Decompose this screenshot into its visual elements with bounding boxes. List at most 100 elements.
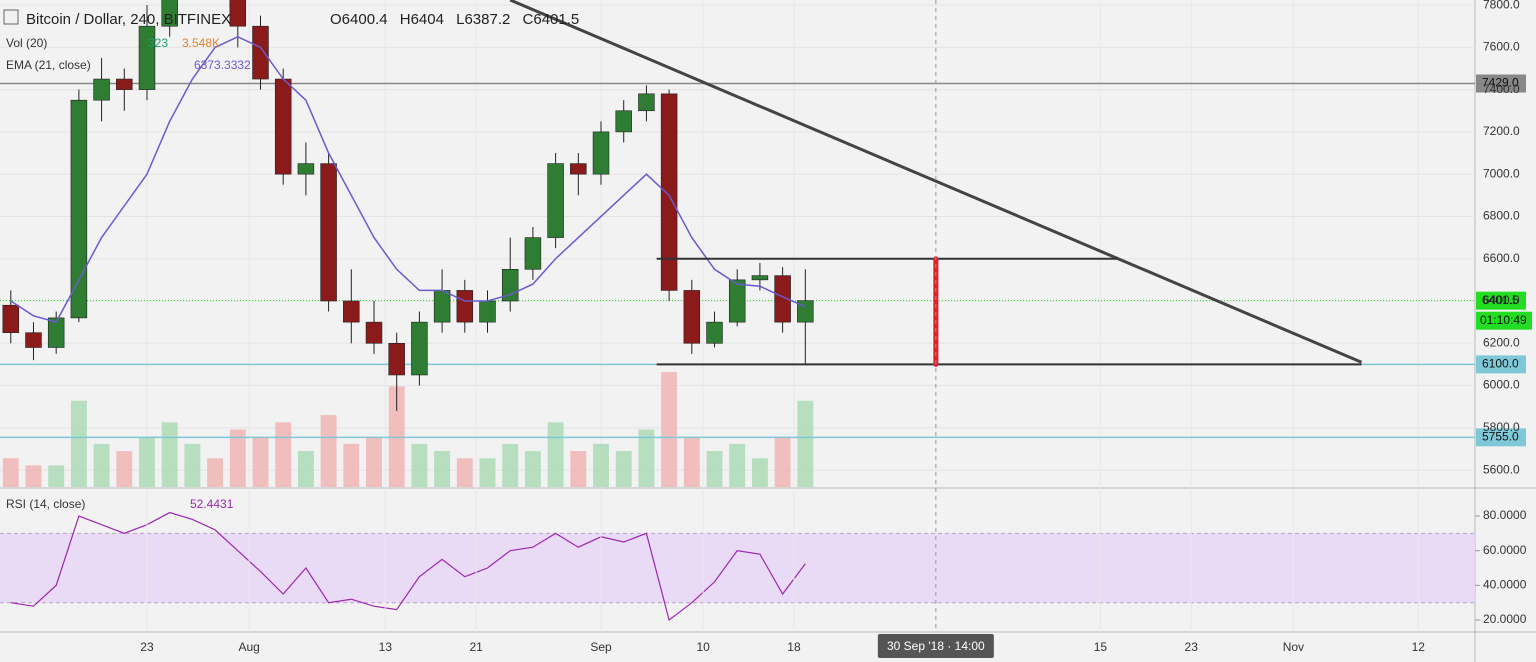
price-level-label: 6100.0 — [1482, 357, 1519, 371]
volume-bar — [70, 400, 87, 487]
candle-body — [25, 332, 42, 348]
volume-bar — [706, 451, 723, 487]
volume-bar — [593, 443, 609, 487]
candle-body — [274, 78, 292, 175]
rsi-tick-label: 60.0000 — [1483, 543, 1527, 557]
y-tick-label: 7400.0 — [1483, 82, 1520, 96]
candle-body — [433, 290, 451, 323]
candle-body — [592, 131, 610, 175]
candle-body — [138, 25, 156, 90]
ohlc-value: 6387.2 — [464, 11, 510, 28]
volume-bar — [615, 451, 632, 487]
volume-value: 323 — [148, 36, 168, 50]
x-tick-label: 18 — [787, 640, 801, 654]
candle-body — [774, 275, 791, 323]
candle-body — [638, 93, 655, 112]
trend-line — [509, 0, 1363, 364]
price-level-tag — [1476, 355, 1526, 374]
volume-legend: Vol (20) — [6, 36, 47, 50]
volume-bar — [683, 436, 700, 487]
y-tick-label: 5800.0 — [1483, 420, 1520, 434]
chart-title: Bitcoin / Dollar, 240, BITFINEX — [26, 11, 231, 28]
candle-body — [2, 304, 20, 333]
volume-bar — [161, 422, 178, 487]
x-tick-label: 23 — [140, 640, 154, 654]
volume-bar — [366, 436, 382, 487]
rsi-tick-label: 40.0000 — [1483, 578, 1527, 592]
rsi-tick-label: 80.0000 — [1483, 508, 1527, 522]
volume-bar — [2, 458, 19, 487]
y-tick-label: 6200.0 — [1483, 335, 1520, 349]
candle-body — [93, 78, 110, 101]
candle-body — [297, 163, 315, 175]
overlay: 7429.0 6100.0 5755.0 6401.5 01:10:49 30 Sep '… — [877, 0, 1532, 658]
x-tick-label: 12 — [1412, 640, 1426, 654]
candle-body — [479, 300, 496, 323]
candle-body — [47, 317, 65, 348]
candle-body — [751, 275, 769, 281]
x-tick-label: 13 — [379, 640, 393, 654]
x-tick-label: 10 — [696, 640, 710, 654]
ema-value: 6373.3332 — [194, 58, 251, 72]
crosshair-label: 30 Sep '18 · 14:00 — [887, 639, 985, 653]
candle-body — [252, 25, 269, 80]
volume-bar — [25, 465, 42, 487]
candle-body — [797, 300, 814, 323]
volume-bar — [139, 436, 155, 487]
y-tick-label: 7000.0 — [1483, 166, 1520, 180]
volume-bar — [797, 400, 814, 487]
x-tick-label: 21 — [469, 640, 483, 654]
price-level-tag — [1476, 428, 1526, 447]
y-tick-label: 6600.0 — [1483, 251, 1520, 265]
legend: Bitcoin / Dollar, 240, BITFINEX O6400.4 … — [3, 9, 579, 511]
volume-bar — [93, 443, 110, 487]
volume-bar — [297, 451, 314, 487]
volume-bar — [729, 443, 746, 487]
countdown-label: 01:10:49 — [1480, 313, 1527, 327]
y-tick-label: 7800.0 — [1483, 0, 1520, 11]
volume-bar — [434, 451, 451, 487]
rsi-band — [0, 533, 1475, 603]
candle-body — [570, 163, 587, 175]
y-tick-label: 7200.0 — [1483, 124, 1520, 138]
candle-body — [615, 110, 632, 133]
candle-body — [116, 78, 133, 90]
price-level-tag — [1476, 74, 1526, 93]
candle-body — [706, 321, 723, 344]
volume-bar — [411, 443, 428, 487]
ema-legend: EMA (21, close) — [6, 58, 91, 72]
x-tick-label: 15 — [1094, 640, 1108, 654]
volume-bar — [751, 458, 768, 487]
collapse-icon[interactable] — [3, 9, 19, 25]
price-level-label: 5755.0 — [1482, 429, 1519, 443]
volume-bar — [184, 443, 201, 487]
volume-bar — [547, 422, 564, 487]
volume-bar — [275, 422, 292, 487]
x-tick-label: Aug — [238, 640, 259, 654]
ohlc-label: H — [400, 11, 411, 28]
rsi-line — [10, 511, 806, 622]
candle-body — [524, 237, 542, 270]
candle-body — [365, 321, 383, 344]
x-tick-label: Nov — [1283, 640, 1304, 654]
candle-body — [683, 290, 701, 344]
ohlc-value: 6404 — [411, 11, 444, 28]
price-level-label: 7429.0 — [1482, 76, 1519, 90]
ema-line — [10, 35, 806, 324]
volume-bar — [456, 458, 473, 487]
volume-bar — [320, 415, 337, 487]
ohlc-header: O6400.4 H6404 L6387.2 C6401.5 — [330, 11, 579, 28]
y-tick-label: 6400.0 — [1483, 293, 1520, 307]
ohlc-label: C — [523, 11, 534, 28]
volume-bar — [479, 458, 496, 487]
rsi-pane — [0, 511, 1475, 622]
candle-body — [660, 93, 678, 291]
volume-bar — [252, 436, 269, 487]
candle-body — [229, 0, 247, 27]
volume-bar — [774, 436, 791, 487]
candle-body — [728, 279, 746, 323]
x-tick-label: Sep — [590, 640, 612, 654]
candle-body — [343, 300, 360, 323]
volume-bar — [48, 465, 65, 487]
